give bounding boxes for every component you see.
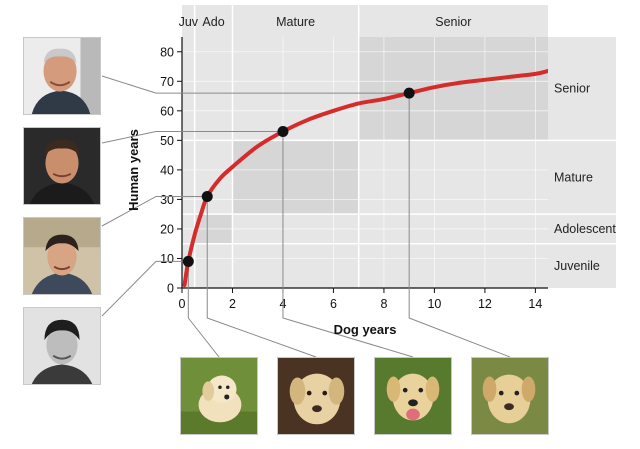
human-photo-mature: [23, 127, 101, 205]
y-tick-label: 0: [167, 282, 174, 296]
leader-line-dog: [282, 131, 414, 358]
stage-labels: Juv Ado Mature Senior Senior Mature Adolescent…: [179, 15, 617, 273]
stage-label-top: Mature: [276, 15, 315, 29]
stage-label-top: Juv: [179, 15, 199, 29]
dog-photo-senior: [471, 357, 549, 435]
dog-photo-juvenile: [180, 357, 258, 435]
x-tick-label: 6: [330, 297, 337, 311]
x-tick-label: 10: [427, 297, 441, 311]
y-axis-label: Human years: [126, 129, 141, 211]
leader-line-human: [101, 260, 189, 317]
x-axis-label: Dog years: [334, 322, 397, 337]
stage-label-right: Juvenile: [554, 259, 600, 273]
data-point: [201, 190, 213, 202]
growth-curve: [182, 68, 548, 288]
dog-photo-adolescent: [277, 357, 355, 435]
leader-line-dog: [206, 196, 317, 358]
leader-line-human: [101, 195, 208, 227]
human-photo-juvenile: [23, 307, 101, 385]
y-tick-label: 80: [160, 45, 174, 59]
x-tick-label: 0: [179, 297, 186, 311]
y-tick-label: 60: [160, 104, 174, 118]
stage-label-right: Mature: [554, 170, 593, 184]
dog-photo-mature: [374, 357, 452, 435]
y-tick-label: 50: [160, 134, 174, 148]
leader-line-dog: [187, 261, 220, 358]
stage-label-right: Senior: [554, 82, 590, 96]
stage-label-top: Senior: [435, 15, 471, 29]
y-tick-label: 20: [160, 222, 174, 236]
x-tick-label: 2: [229, 297, 236, 311]
y-tick-label: 30: [160, 193, 174, 207]
y-tick-label: 40: [160, 163, 174, 177]
y-tick-label: 10: [160, 252, 174, 266]
stage-label-top: Ado: [202, 15, 224, 29]
data-point: [182, 255, 194, 267]
y-tick-label: 70: [160, 75, 174, 89]
x-tick-label: 12: [478, 297, 492, 311]
data-point: [277, 125, 289, 137]
x-tick-label: 8: [380, 297, 387, 311]
curve-line: [182, 68, 548, 288]
stage-row-3: [182, 243, 616, 288]
leader-line-human: [101, 75, 410, 94]
stage-label-right: Adolescent: [554, 222, 616, 236]
leader-lines: [101, 75, 511, 358]
leader-line-human: [101, 130, 283, 144]
stage-highlight-2: [358, 37, 548, 141]
stage-highlight-1: [232, 140, 359, 215]
leader-line-dog: [408, 93, 511, 358]
human-photo-adolescent: [23, 217, 101, 295]
stage-highlights: [194, 37, 548, 244]
gridlines: [182, 5, 616, 288]
data-point: [403, 87, 415, 99]
data-points: [182, 87, 415, 267]
x-tick-label: 14: [528, 297, 542, 311]
human-photo-senior: [23, 37, 101, 115]
